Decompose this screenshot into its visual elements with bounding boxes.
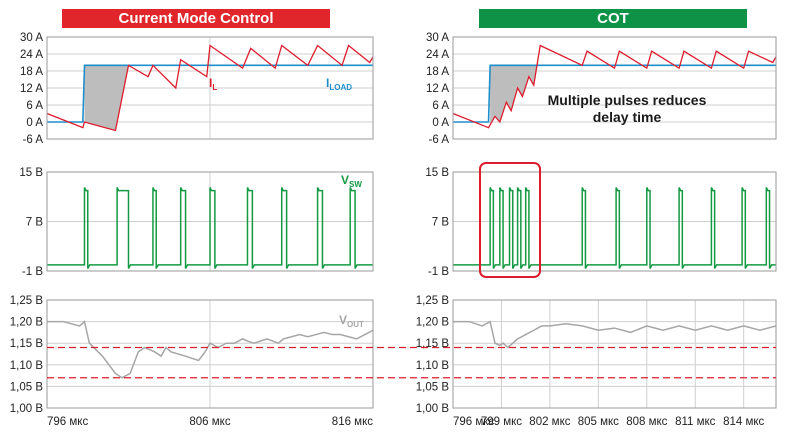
y-tick-label: 1,10 B [416,360,450,372]
y-tick-label: 0 A [26,117,43,129]
panel-border [46,299,374,409]
panel-border [452,299,777,409]
delay-area-shade [84,65,129,131]
y-tick-label: 7 B [432,217,450,229]
y-tick-label: 15 B [425,167,449,179]
x-tick-label: 802 мкс [529,416,570,428]
y-tick-label: 12 A [426,83,449,95]
y-tick-label: 1,05 B [10,381,44,393]
x-tick-label: 806 мкс [189,416,230,428]
vout-label: VOUT [339,313,364,329]
y-tick-label: 24 A [426,49,449,61]
panel-border [452,36,777,140]
y-tick-label: 18 A [20,66,43,78]
x-tick-label: 805 мкс [578,416,619,428]
multiple-pulses-highlight-box [479,162,541,278]
y-tick-label: 15 B [19,167,43,179]
y-tick-label: 18 A [426,66,449,78]
y-tick-label: 1,25 B [10,295,44,307]
y-tick-label: 0 A [432,117,449,129]
y-tick-label: -6 A [23,134,44,146]
y-tick-label: -6 A [429,134,450,146]
y-tick-label: 1,20 B [10,317,44,329]
x-tick-label: 816 мкс [332,416,373,428]
il-label: IL [209,76,217,92]
panel-border [452,171,777,272]
y-tick-label: 24 A [20,49,43,61]
panel-output-left: 1,25 B 1,20 B 1,15 B 1,10 B 1,05 B 1,00 B796 … [10,295,374,428]
delay-area-shade [490,65,537,125]
vsw-label: VSW [341,173,362,189]
panel-switch-right: 15 B 7 B -1 B [425,167,777,278]
panel-switch-left: 15 B 7 B -1 B [19,167,374,278]
y-tick-label: 1,10 B [10,360,44,372]
x-tick-label: 796 мкс [47,416,88,428]
iload-series-line [47,64,373,123]
y-tick-label: 1,15 B [416,338,450,350]
y-tick-label: 1,00 B [416,403,450,415]
panel-border [46,36,374,140]
vsw-series-line [453,187,776,269]
x-tick-label: 814 мкс [723,416,764,428]
annotation-line-1: Multiple pulses reduces [548,92,707,108]
panel-output-right: 1,25 B 1,20 B 1,15 B 1,10 B 1,05 B 1,00 B796 … [416,295,777,428]
y-tick-label: 12 A [20,83,43,95]
y-tick-label: -1 B [428,266,449,278]
y-tick-label: 1,05 B [416,381,450,393]
y-tick-label: 1,20 B [416,317,450,329]
y-tick-label: 1,15 B [10,338,44,350]
y-tick-label: 30 A [426,32,449,44]
vout-series-line [453,320,777,349]
title-banner-left: Current Mode Control [62,9,330,28]
panel-current-left: 30 A 24 A 18 A 12 A 6 A 0 A -6 A [20,32,374,146]
annotation-line-2: delay time [593,109,662,125]
il-series-line [46,44,374,132]
panel-border [46,171,374,272]
iload-series-line [453,64,776,123]
y-tick-label: 6 A [432,100,449,112]
title-banner-right: COT [479,9,747,28]
panel-current-right: 30 A 24 A 18 A 12 A 6 A 0 A -6 A [426,32,777,146]
y-tick-label: 6 A [26,100,43,112]
x-tick-label: 811 мкс [675,416,716,428]
y-tick-label: 30 A [20,32,43,44]
x-tick-label: 796 мкс [453,416,494,428]
y-tick-label: 1,00 B [10,403,44,415]
iload-label: ILOAD [326,76,352,92]
x-tick-label: 799 мкс [481,416,522,428]
y-tick-label: -1 B [22,266,43,278]
y-tick-label: 1,25 B [416,295,450,307]
y-tick-label: 7 B [26,217,44,229]
il-series-line [452,44,777,129]
x-tick-label: 808 мкс [626,416,667,428]
vsw-series-line [47,187,373,269]
